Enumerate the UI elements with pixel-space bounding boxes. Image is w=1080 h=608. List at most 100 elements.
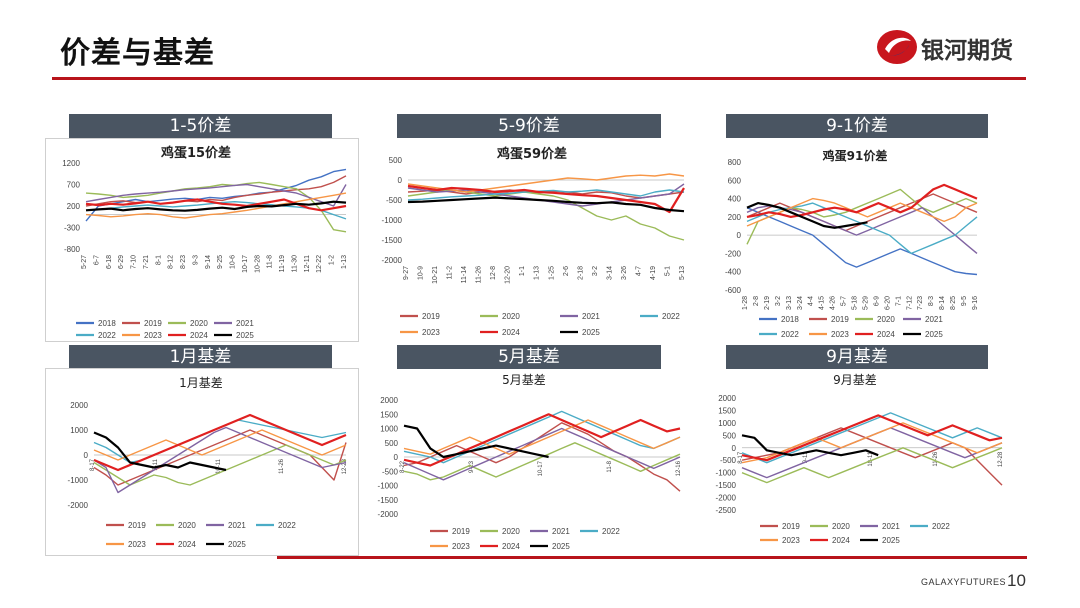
series-line-2021 (403, 427, 681, 481)
x-tick-label: 12-22 (316, 255, 323, 273)
brand-name: 银河期货 (921, 38, 1013, 64)
footer-brand: GALAXYFUTURES (921, 577, 1007, 587)
series-line-2021 (85, 183, 347, 207)
y-tick-label: 0 (394, 453, 399, 462)
series-line-2023 (403, 419, 681, 455)
y-tick-label: 0 (398, 176, 403, 185)
legend-label-2022: 2022 (662, 312, 680, 321)
x-tick-label: 9-11 (153, 458, 159, 470)
x-tick-label: 3-24 (797, 296, 804, 310)
legend-label-2021: 2021 (228, 521, 246, 530)
chart-title: 5月基差 (502, 373, 546, 387)
x-tick-label: 10-21 (432, 266, 439, 284)
chart-panel-basis-may: 5月基差 2000 1500 1000 500 0 -500 -1000 -1500 -2000 8… (362, 368, 687, 554)
x-tick-label: 12-20 (505, 266, 512, 284)
series-line-2022 (741, 412, 1003, 464)
x-tick-label: 11-19 (279, 255, 286, 272)
legend-label-2021: 2021 (882, 522, 900, 531)
legend-label-2020: 2020 (178, 521, 196, 530)
legend-label-2025: 2025 (925, 330, 943, 339)
y-tick-label: -1500 (378, 496, 399, 505)
legend-label-2022: 2022 (602, 527, 620, 536)
y-tick-label: 1000 (718, 419, 736, 428)
x-tick-label: 9-11 (803, 451, 809, 463)
x-tick-label: 8-17 (738, 451, 744, 464)
galaxy-logo-icon (877, 30, 917, 64)
y-tick-label: -1000 (378, 482, 399, 491)
x-tick-label: 11-30 (291, 255, 298, 272)
x-tick-label: 3-2 (592, 266, 599, 276)
y-tick-label: -1000 (68, 476, 89, 485)
x-tick-label: 11-14 (461, 266, 468, 283)
series-line-2020 (741, 447, 1003, 484)
legend-label-2024: 2024 (190, 331, 208, 340)
y-tick-label: -400 (725, 268, 742, 277)
y-tick-label: 2000 (70, 401, 88, 410)
chart-panel-spread-5-9: 鸡蛋59价差 500 0 -500 -1000 -1500 -2000 9-27 10-9 10-… (372, 138, 690, 340)
series-line-2025 (85, 200, 347, 212)
banner-may-basis: 5月基差 (397, 345, 661, 369)
legend-label-2019: 2019 (144, 319, 162, 328)
legend-label-2018: 2018 (781, 315, 799, 324)
x-tick-label: 7-12 (906, 296, 913, 310)
legend-label-2020: 2020 (502, 312, 520, 321)
x-tick-label: 10-11 (216, 458, 222, 474)
y-tick-label: 500 (389, 156, 403, 165)
legend-label-2021: 2021 (552, 527, 570, 536)
x-tick-label: 2-18 (577, 266, 584, 280)
y-tick-label: 200 (67, 202, 81, 211)
series-line-2020 (93, 444, 347, 486)
y-tick-label: -1000 (716, 469, 737, 478)
chart-panel-spread-1-5: 鸡蛋15价差 1200 700 200 -300 -800 5-27 6-7 6-18 6-29 7… (45, 138, 359, 342)
page-number: 10 (1007, 571, 1026, 590)
legend-label-2019: 2019 (782, 522, 800, 531)
x-tick-label: 4-19 (650, 266, 657, 280)
series-line-2020 (403, 442, 681, 481)
x-tick-label: 1-13 (341, 255, 348, 269)
legend-label-2022: 2022 (932, 522, 950, 531)
x-tick-label: 8-25 (950, 296, 957, 310)
legend-label-2022: 2022 (98, 331, 116, 340)
footer-rule (277, 556, 1027, 559)
legend-label-2018: 2018 (98, 319, 116, 328)
legend-label-2022: 2022 (278, 521, 296, 530)
series-line-2023 (407, 173, 685, 193)
y-tick-label: 200 (728, 213, 742, 222)
x-tick-label: 8-17 (90, 458, 96, 471)
legend-label-2021: 2021 (236, 319, 254, 328)
series-line-2024 (93, 413, 347, 472)
series-line-2024 (407, 184, 685, 214)
y-tick-label: -2500 (716, 506, 737, 515)
y-tick-label: -500 (386, 196, 403, 205)
series-line-2020 (85, 181, 347, 233)
x-tick-label: 3-26 (621, 266, 628, 280)
series-line-2025 (403, 424, 549, 459)
y-tick-label: 1500 (380, 410, 398, 419)
legend-label-2023: 2023 (422, 328, 440, 337)
chart-basis-sep: 9月基差 2000 1500 1000 500 0 -500 -1000 -1500 -2000 -… (716, 373, 1004, 545)
legend-label-2024: 2024 (502, 542, 520, 551)
series-line-2022 (407, 189, 685, 201)
series-line-2024 (85, 198, 347, 212)
series-line-2024 (746, 183, 978, 219)
y-tick-label: 1000 (70, 426, 88, 435)
y-tick-label: 700 (67, 181, 81, 190)
y-tick-label: -1500 (716, 481, 737, 490)
x-tick-label: 3-2 (775, 296, 782, 306)
x-tick-label: 4-7 (635, 266, 642, 276)
legend-label-2025: 2025 (552, 542, 570, 551)
x-tick-label: 3-14 (606, 266, 613, 280)
x-tick-label: 12-11 (304, 255, 311, 272)
banner-sep-basis: 9月基差 (726, 345, 988, 369)
series-line-2023 (85, 192, 347, 219)
y-tick-label: -2000 (68, 501, 89, 510)
x-tick-label: 4-4 (808, 296, 815, 306)
legend-label-2019: 2019 (831, 315, 849, 324)
x-tick-label: 1-2 (329, 255, 336, 265)
chart-panel-basis-jan: 1月基差 2000 1000 0 -1000 -2000 8-17 9-11 10-11 11-2… (45, 368, 359, 556)
x-tick-label: 7-1 (895, 296, 902, 306)
legend-label-2022: 2022 (781, 330, 799, 339)
